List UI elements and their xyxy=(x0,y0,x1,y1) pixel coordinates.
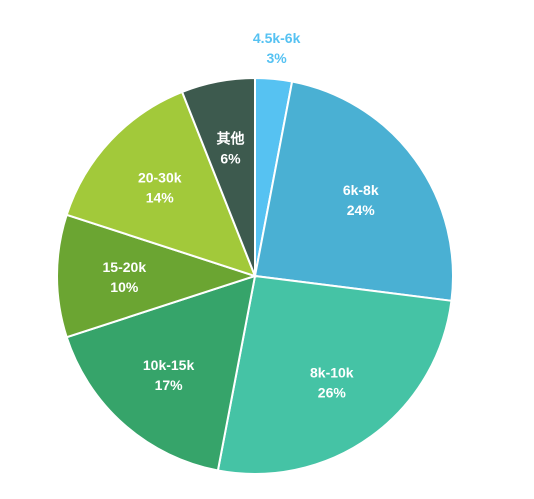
slice-percent: 3% xyxy=(267,50,288,66)
slice-label: 6k-8k xyxy=(343,182,379,198)
pie-slice xyxy=(216,274,453,475)
slice-label: 10k-15k xyxy=(143,357,195,373)
pie-slice xyxy=(56,213,259,339)
slice-percent: 24% xyxy=(347,202,376,218)
slice-percent: 10% xyxy=(110,279,139,295)
slice-label: 8k-10k xyxy=(310,365,354,381)
slice-label: 15-20k xyxy=(103,259,147,275)
slice-label: 20-30k xyxy=(138,170,182,186)
pie-slice xyxy=(180,76,256,277)
slice-label: 其他 xyxy=(217,131,245,147)
pie-slice xyxy=(253,80,454,302)
slice-percent: 26% xyxy=(318,385,347,401)
pie-slices xyxy=(56,76,454,475)
slice-percent: 17% xyxy=(155,377,184,393)
slice-label: 4.5k-6k xyxy=(253,30,301,46)
pie-labels: 4.5k-6k 3% 6k-8k 24% 8k-10k 26% 10k-15k 17% 15-2… xyxy=(103,30,379,401)
pie-slice xyxy=(65,274,257,472)
pie-slice xyxy=(65,90,257,278)
slice-percent: 14% xyxy=(146,190,175,206)
slice-percent: 6% xyxy=(220,151,241,167)
